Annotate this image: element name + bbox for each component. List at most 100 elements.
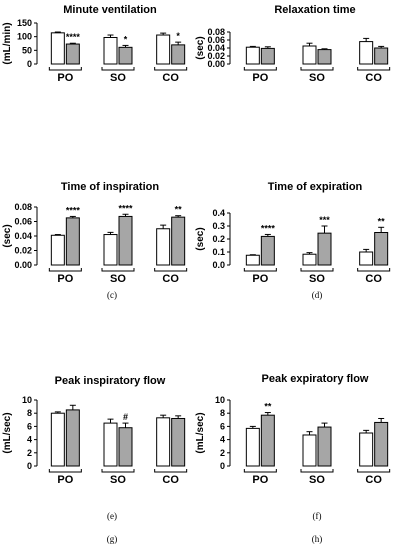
y-tick-label: 0.02	[14, 246, 32, 256]
bar	[156, 228, 171, 266]
category-bracket	[101, 67, 135, 71]
bar	[50, 234, 65, 266]
bar	[245, 427, 260, 467]
bar	[103, 422, 118, 467]
y-axis-label: (mL/min)	[2, 22, 13, 64]
panel-label: (d)	[312, 290, 323, 300]
bar	[65, 409, 80, 467]
bar	[171, 417, 186, 467]
category-bracket	[48, 469, 82, 473]
bar	[156, 417, 171, 467]
y-tick-label: 2	[220, 448, 225, 458]
chart-title: Relaxation time	[274, 4, 355, 16]
y-axis-label: (sec)	[195, 227, 206, 250]
chart-title: Peak inspiratory flow	[55, 375, 166, 387]
y-tick-label: 0.04	[207, 43, 225, 53]
significance-label: ***	[319, 215, 330, 225]
bar	[317, 49, 332, 65]
bar	[171, 44, 186, 65]
significance-label: ****	[261, 223, 276, 233]
chart-title: Time of expiration	[268, 181, 363, 193]
chart-panel-1: Minute ventilation (mL/min) 0 50 100 150 **** P…	[2, 4, 188, 84]
bar	[245, 46, 260, 65]
bar	[156, 34, 171, 65]
significance-label: **	[175, 205, 183, 215]
y-tick-label: 0.04	[14, 231, 32, 241]
bar	[302, 45, 317, 65]
category-bracket	[101, 469, 135, 473]
chart-title: Peak expiratory flow	[262, 373, 369, 385]
category-label: SO	[110, 72, 126, 84]
category-bracket	[357, 67, 391, 71]
significance-label: **	[378, 216, 386, 226]
category-bracket	[243, 469, 277, 473]
y-tick-label: 0.00	[207, 59, 225, 69]
category-label: CO	[365, 72, 382, 84]
category-bracket	[154, 67, 188, 71]
significance-label: *	[176, 31, 180, 41]
category-label: SO	[110, 474, 126, 486]
bar	[260, 235, 275, 266]
category-bracket	[357, 268, 391, 272]
bar	[359, 251, 374, 266]
y-tick-label: 0.02	[207, 51, 225, 61]
y-tick-label: 50	[22, 45, 32, 55]
y-tick-label: 4	[27, 435, 32, 445]
category-bracket	[48, 67, 82, 71]
y-axis-label: (sec)	[2, 224, 13, 247]
category-label: PO	[57, 273, 73, 285]
chart-panel-3: Time of inspiration (sec) 0.00 0.02 0.04 0.06…	[2, 181, 188, 300]
category-label: PO	[57, 72, 73, 84]
bar	[118, 46, 133, 65]
panel-label: (g)	[107, 534, 118, 544]
y-tick-label: 0.06	[207, 35, 225, 45]
y-tick-label: 6	[27, 421, 32, 431]
category-label: CO	[365, 474, 382, 486]
category-bracket	[154, 268, 188, 272]
bar	[50, 32, 65, 65]
panel-label: (c)	[107, 290, 117, 300]
panel-label: (e)	[107, 511, 117, 521]
y-tick-label: 4	[220, 435, 225, 445]
bar	[359, 41, 374, 65]
y-tick-label: 0	[27, 461, 32, 471]
panel-label: (f)	[313, 511, 322, 521]
bar	[103, 36, 118, 65]
chart-panel-5: Peak inspiratory flow (mL/sec) 0 2 4 6 8 10 PO # S…	[2, 375, 188, 521]
bar	[374, 47, 389, 65]
category-bracket	[243, 67, 277, 71]
y-tick-label: 10	[22, 395, 32, 405]
category-bracket	[101, 268, 135, 272]
category-bracket	[300, 268, 334, 272]
y-tick-label: 150	[17, 18, 32, 28]
bar	[302, 434, 317, 467]
bar	[245, 254, 260, 266]
category-bracket	[243, 268, 277, 272]
chart-panel-6: Peak expiratory flow (mL/sec) 0 2 4 6 8 10 ** PO S…	[195, 373, 391, 521]
bar	[359, 432, 374, 467]
category-bracket	[300, 469, 334, 473]
category-label: SO	[309, 474, 325, 486]
y-tick-label: 0.1	[212, 247, 225, 257]
y-tick-label: 0.06	[14, 217, 32, 227]
chart-panel-4: Time of expiration (sec) 0.0 0.1 0.2 0.3 0.4 **…	[195, 181, 391, 300]
bar	[118, 215, 133, 266]
category-label: PO	[57, 474, 73, 486]
y-tick-label: 0.08	[14, 202, 32, 212]
bar	[260, 414, 275, 467]
significance-label: ****	[66, 32, 81, 42]
category-label: SO	[309, 72, 325, 84]
bar	[374, 421, 389, 467]
category-bracket	[357, 469, 391, 473]
bar	[118, 427, 133, 467]
significance-label: ****	[118, 203, 133, 213]
bar	[317, 426, 332, 467]
category-bracket	[300, 67, 334, 71]
y-tick-label: 0.08	[207, 27, 225, 37]
y-tick-label: 0	[27, 59, 32, 69]
y-tick-label: 6	[220, 421, 225, 431]
y-tick-label: 8	[220, 408, 225, 418]
category-label: CO	[365, 273, 382, 285]
y-tick-label: 0.00	[14, 260, 32, 270]
category-label: CO	[162, 474, 179, 486]
